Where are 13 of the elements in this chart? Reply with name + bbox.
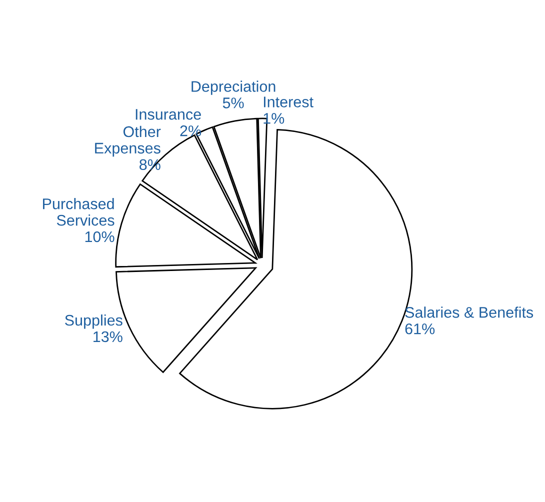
data-label: 13%: [94, 331, 122, 342]
slice-label: Supplies: [65, 314, 122, 329]
slice-label: Insurance: [136, 109, 201, 120]
data-label: 10%: [85, 231, 114, 242]
data-label: 1%: [264, 113, 284, 124]
data-label: 2%: [180, 125, 202, 136]
slice-label: Other Expenses: [95, 126, 161, 157]
slice-label: Depreciation: [192, 80, 276, 95]
slice-label: Salaries & Benefits: [405, 306, 534, 318]
data-label: 61%: [405, 323, 435, 334]
slice-label: Interest: [264, 96, 314, 108]
slice-label: Purchased Services: [43, 198, 114, 226]
data-label: 5%: [222, 98, 244, 108]
